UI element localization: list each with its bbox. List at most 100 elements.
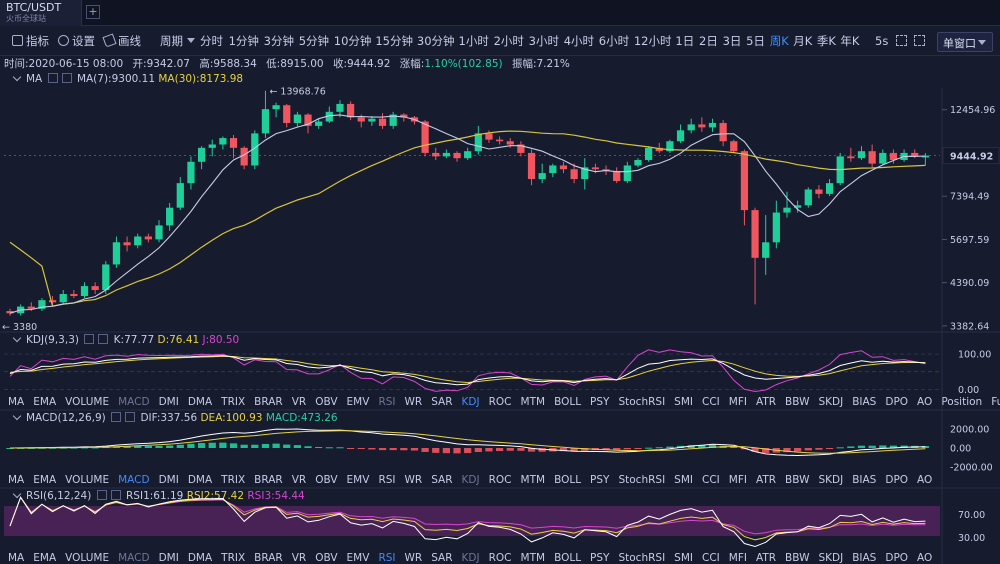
indicator-tab-ao[interactable]: AO	[917, 552, 933, 564]
indicator-tab-mfi[interactable]: MFI	[728, 552, 747, 564]
indicator-tab-skdj[interactable]: SKDJ	[818, 552, 844, 564]
indicator-tab-obv[interactable]: OBV	[315, 474, 338, 486]
indicator-tab-macd[interactable]: MACD	[118, 552, 150, 564]
period-7[interactable]: 1小时	[458, 34, 489, 48]
indicator-tab-trix[interactable]: TRIX	[221, 474, 246, 486]
indicator-tab-smi[interactable]: SMI	[674, 474, 693, 486]
refresh-interval[interactable]: 5s	[875, 34, 889, 48]
close-icon[interactable]	[125, 412, 136, 422]
indicator-tab-smi[interactable]: SMI	[674, 396, 693, 408]
indicator-tab-wr[interactable]: WR	[404, 474, 423, 486]
indicator-tab-volume[interactable]: VOLUME	[65, 396, 110, 408]
close-icon[interactable]	[61, 73, 72, 83]
indicator-tab-sar[interactable]: SAR	[431, 396, 453, 408]
indicator-tab-kdj[interactable]: KDJ	[461, 552, 480, 564]
period-17[interactable]: 周K	[769, 34, 789, 48]
period-16[interactable]: 5日	[746, 34, 765, 48]
period-3[interactable]: 5分钟	[298, 34, 330, 48]
indicator-tab-smi[interactable]: SMI	[674, 552, 693, 564]
close-icon[interactable]	[98, 334, 109, 344]
indicator-tab-rsi[interactable]: RSI	[378, 396, 396, 408]
indicator-tab-atr[interactable]: ATR	[755, 474, 777, 486]
indicator-tab-obv[interactable]: OBV	[315, 552, 338, 564]
indicator-tab-roc[interactable]: ROC	[488, 396, 512, 408]
indicator-tab-psy[interactable]: PSY	[590, 396, 610, 408]
settings-button[interactable]: 设置	[58, 34, 95, 48]
indicator-tab-kdj[interactable]: KDJ	[461, 396, 480, 408]
indicator-tab-dpo[interactable]: DPO	[885, 474, 909, 486]
indicator-tab-dma[interactable]: DMA	[187, 474, 213, 486]
period-13[interactable]: 1日	[675, 34, 695, 48]
indicator-tab-skdj[interactable]: SKDJ	[818, 474, 844, 486]
settings-small-icon[interactable]	[111, 412, 122, 422]
indicator-tab-stochrsi[interactable]: StochRSI	[618, 396, 666, 408]
indicator-tab-bbw[interactable]: BBW	[785, 396, 810, 408]
indicator-tab-skdj[interactable]: SKDJ	[818, 396, 844, 408]
indicator-tab-macd[interactable]: MACD	[118, 396, 150, 408]
indicator-tab-dma[interactable]: DMA	[187, 552, 213, 564]
indicator-tab-ema[interactable]: EMA	[33, 474, 57, 486]
indicator-tab-rsi[interactable]: RSI	[378, 552, 396, 564]
indicator-tab-ma[interactable]: MA	[8, 552, 25, 564]
indicator-tab-stochrsi[interactable]: StochRSI	[618, 552, 666, 564]
draw-button[interactable]: 画线	[102, 33, 141, 48]
indicator-tab-brar[interactable]: BRAR	[254, 474, 283, 486]
indicator-tab-emv[interactable]: EMV	[346, 396, 370, 408]
period-12[interactable]: 12小时	[633, 34, 672, 48]
period-6[interactable]: 30分钟	[416, 34, 455, 48]
tab-btc-usdt[interactable]: BTC/USDT 火币全球站	[0, 0, 82, 26]
indicator-tab-cci[interactable]: CCI	[702, 552, 720, 564]
indicator-tab-roc[interactable]: ROC	[488, 474, 512, 486]
indicator-tab-dmi[interactable]: DMI	[158, 396, 179, 408]
period-19[interactable]: 季K	[816, 34, 836, 48]
indicator-tab-psy[interactable]: PSY	[590, 474, 610, 486]
period-dropdown[interactable]: 周期	[160, 34, 195, 48]
indicator-button[interactable]: 指标	[12, 34, 49, 48]
indicator-tab-mtm[interactable]: MTM	[520, 552, 546, 564]
indicator-tab-trix[interactable]: TRIX	[221, 552, 246, 564]
indicator-tab-bias[interactable]: BIAS	[852, 474, 877, 486]
indicator-tab-bbw[interactable]: BBW	[785, 552, 810, 564]
indicator-tab-psy[interactable]: PSY	[590, 552, 610, 564]
indicator-tab-boll[interactable]: BOLL	[554, 552, 582, 564]
indicator-tab-emv[interactable]: EMV	[346, 474, 370, 486]
indicator-tab-cci[interactable]: CCI	[702, 474, 720, 486]
period-8[interactable]: 2小时	[493, 34, 524, 48]
indicator-tab-ma[interactable]: MA	[8, 474, 25, 486]
period-1[interactable]: 1分钟	[228, 34, 259, 48]
indicator-tab-trix[interactable]: TRIX	[221, 396, 246, 408]
indicator-tab-fundflow[interactable]: Fundflow	[991, 396, 1000, 408]
indicator-tab-vr[interactable]: VR	[291, 552, 307, 564]
window-mode-select[interactable]: 单窗口	[937, 32, 993, 52]
indicator-tab-brar[interactable]: BRAR	[254, 552, 283, 564]
indicator-tab-bias[interactable]: BIAS	[852, 396, 877, 408]
indicator-tab-ao[interactable]: AO	[917, 474, 933, 486]
plus-icon[interactable]: +	[86, 5, 100, 19]
indicator-tab-atr[interactable]: ATR	[755, 396, 777, 408]
indicator-tab-brar[interactable]: BRAR	[254, 396, 283, 408]
indicator-tab-obv[interactable]: OBV	[315, 396, 338, 408]
indicator-tab-position[interactable]: Position	[941, 396, 983, 408]
indicator-tab-stochrsi[interactable]: StochRSI	[618, 474, 666, 486]
period-5[interactable]: 15分钟	[375, 34, 413, 48]
close-icon[interactable]	[110, 490, 121, 500]
indicator-tab-ma[interactable]: MA	[8, 396, 25, 408]
fullscreen-icon[interactable]	[896, 35, 907, 46]
indicator-tab-mfi[interactable]: MFI	[728, 474, 747, 486]
indicator-tab-vr[interactable]: VR	[291, 474, 307, 486]
indicator-tab-dmi[interactable]: DMI	[158, 552, 179, 564]
period-4[interactable]: 10分钟	[333, 34, 372, 48]
indicator-tab-macd[interactable]: MACD	[118, 474, 150, 486]
settings-small-icon[interactable]	[84, 334, 95, 344]
indicator-tab-roc[interactable]: ROC	[488, 552, 512, 564]
indicator-tab-dmi[interactable]: DMI	[158, 474, 179, 486]
indicator-tab-vr[interactable]: VR	[291, 396, 307, 408]
settings-small-icon[interactable]	[96, 490, 107, 500]
indicator-tab-mtm[interactable]: MTM	[520, 396, 546, 408]
period-0[interactable]: 分时	[200, 34, 223, 48]
period-11[interactable]: 6小时	[598, 34, 630, 48]
indicator-tab-volume[interactable]: VOLUME	[65, 474, 110, 486]
period-9[interactable]: 3小时	[528, 34, 559, 48]
expand-icon[interactable]	[914, 35, 925, 46]
